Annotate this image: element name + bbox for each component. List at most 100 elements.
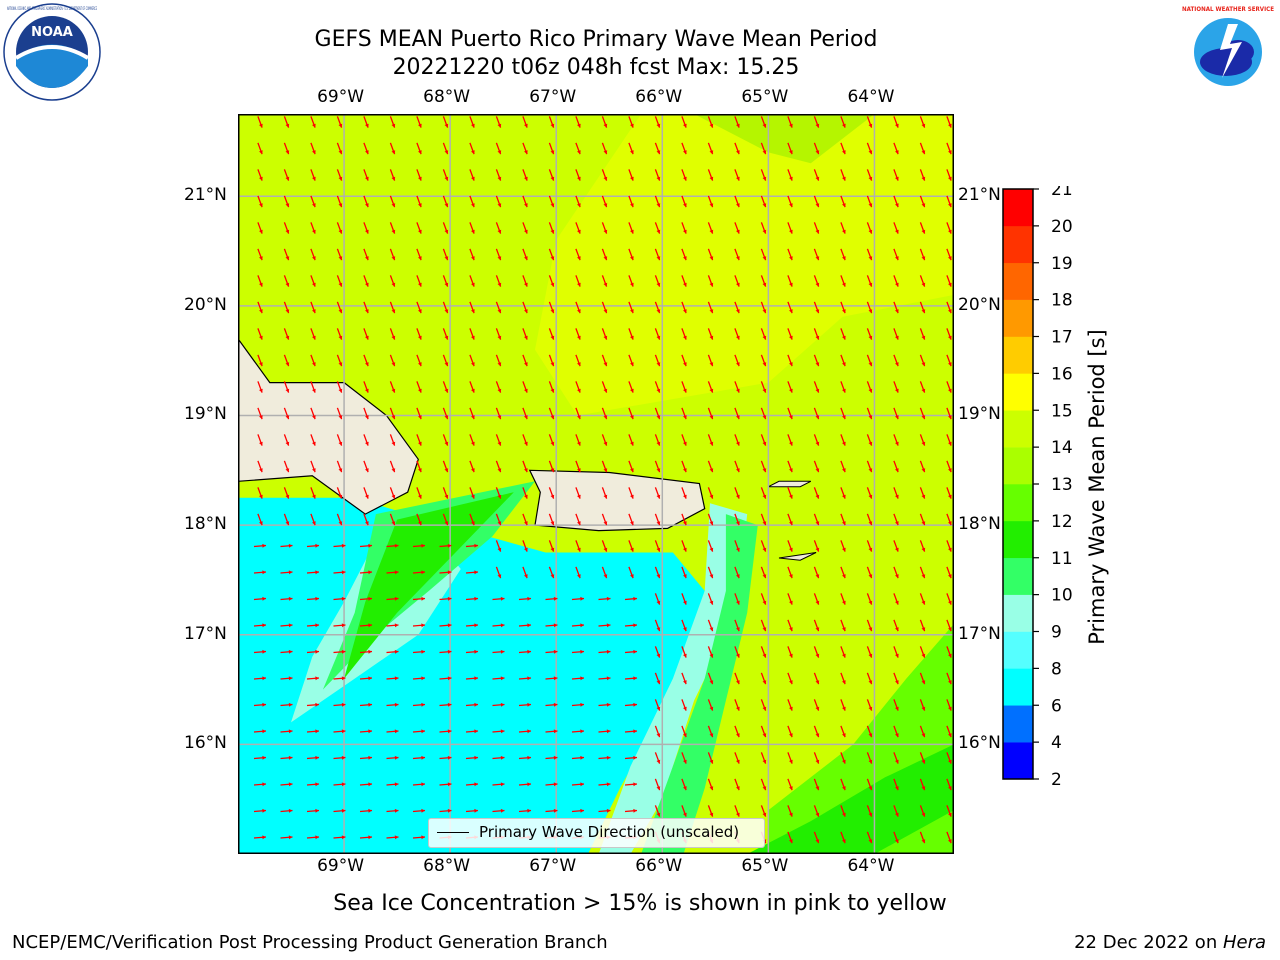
wave-arrow-head xyxy=(527,755,531,760)
wave-arrow-head xyxy=(418,494,422,499)
wave-arrow-head xyxy=(315,782,319,787)
colorbar-segment xyxy=(1003,447,1033,485)
wave-arrow-head xyxy=(553,649,558,654)
wave-arrow-head xyxy=(500,623,505,628)
wave-arrow-head xyxy=(630,547,634,552)
wave-arrow-head xyxy=(921,176,926,181)
wave-arrow-head xyxy=(709,229,714,234)
wave-arrow-head xyxy=(368,676,372,681)
wave-arrow-head xyxy=(868,441,873,446)
wave-arrow-head xyxy=(603,203,608,208)
wave-arrow-head xyxy=(365,282,369,287)
wave-arrow-head xyxy=(895,733,899,738)
lon-label-top-0: 69°W xyxy=(317,87,365,107)
wave-arrow-head xyxy=(312,123,316,128)
wave-arrow-head xyxy=(497,176,502,181)
wave-arrow-head xyxy=(656,468,661,473)
wave-arrow-head xyxy=(948,759,952,764)
wave-arrow-head xyxy=(500,702,505,707)
wave-arrow-head xyxy=(815,733,820,738)
wave-arrow-head xyxy=(842,282,846,287)
wave-arrow-head xyxy=(550,388,555,393)
wave-arrow-head xyxy=(471,362,475,367)
wave-arrow-head xyxy=(603,574,608,579)
wave-arrow-head xyxy=(709,362,714,367)
wave-arrow-head xyxy=(603,441,608,446)
wave-arrow-head xyxy=(259,309,263,314)
wave-arrow-head xyxy=(259,415,263,420)
wave-arrow-head xyxy=(447,623,452,628)
wave-arrow-head xyxy=(285,388,290,393)
wave-arrow-head xyxy=(365,521,369,526)
wave-arrow-head xyxy=(368,729,372,734)
wave-arrow-head xyxy=(394,676,399,681)
wave-arrow-head xyxy=(447,782,452,787)
noaa-ring-text: NATIONAL OCEANIC AND ATMOSPHERIC ADMINIS… xyxy=(7,6,97,12)
wave-arrow-head xyxy=(285,415,290,420)
wave-arrow-head xyxy=(948,468,952,473)
wave-arrow-head xyxy=(603,468,608,473)
wave-arrow-head xyxy=(606,623,611,628)
wave-arrow-head xyxy=(524,256,528,261)
wave-arrow-head xyxy=(656,309,661,314)
wave-arrow-head xyxy=(606,596,611,601)
wave-arrow-head xyxy=(948,335,952,340)
wave-arrow-head xyxy=(603,494,608,499)
wave-arrow-head xyxy=(948,229,952,234)
wave-arrow-head xyxy=(338,441,343,446)
wave-arrow-head xyxy=(921,653,926,658)
wave-arrow-head xyxy=(580,596,584,601)
wave-arrow-head xyxy=(815,123,820,128)
wave-arrow-head xyxy=(524,547,528,552)
wave-arrow-head xyxy=(315,702,319,707)
wave-arrow-head xyxy=(421,596,425,601)
wave-arrow-head xyxy=(312,362,316,367)
wave-arrow-head xyxy=(630,388,634,393)
wave-arrow-head xyxy=(736,494,740,499)
wave-period-map xyxy=(238,114,954,854)
wave-arrow-head xyxy=(550,362,555,367)
wave-arrow-head xyxy=(550,176,555,181)
wave-arrow-head xyxy=(633,755,637,760)
wave-arrow-head xyxy=(789,812,793,817)
footer-date-text: 22 Dec 2022 on xyxy=(1074,932,1223,953)
lon-label-top-4: 65°W xyxy=(741,87,789,107)
wave-arrow-head xyxy=(895,468,899,473)
wave-arrow-head xyxy=(842,547,846,552)
wave-arrow-head xyxy=(709,759,714,764)
sea-ice-caption: Sea Ice Concentration > 15% is shown in … xyxy=(333,891,947,916)
field-11s-band-west xyxy=(344,492,514,679)
wave-arrow-head xyxy=(421,729,425,734)
wave-arrow-head xyxy=(580,729,584,734)
wave-arrow-head xyxy=(394,755,399,760)
wave-arrow-head xyxy=(312,282,316,287)
colorbar-segment xyxy=(1003,484,1033,522)
wave-arrow-head xyxy=(630,468,634,473)
wave-arrow-head xyxy=(550,123,555,128)
wave-arrow-head xyxy=(285,309,290,314)
wave-arrow-head xyxy=(603,362,608,367)
wave-arrow-head xyxy=(474,729,478,734)
wave-arrow-head xyxy=(444,468,449,473)
wave-arrow-head xyxy=(577,256,581,261)
wave-arrow-head xyxy=(524,362,528,367)
colorbar-tick-label: 17 xyxy=(1051,328,1073,348)
wave-arrow-head xyxy=(418,309,422,314)
wave-arrow-head xyxy=(474,649,478,654)
wave-arrow-head xyxy=(447,676,452,681)
wave-arrow-head xyxy=(421,782,425,787)
field-10s-band-west xyxy=(322,481,535,690)
lat-label-right-4: 17°N xyxy=(958,623,1001,644)
wave-arrow-head xyxy=(895,600,899,605)
wave-arrow-head xyxy=(550,282,555,287)
wave-arrow-head xyxy=(762,203,767,208)
wave-arrow-head xyxy=(315,835,319,840)
wave-arrow-head xyxy=(948,521,952,526)
wave-arrow-head xyxy=(338,335,343,340)
wave-arrow-head xyxy=(471,256,475,261)
wave-arrow-head xyxy=(288,808,293,813)
wave-arrow-head xyxy=(315,676,319,681)
wave-arrow-head xyxy=(789,256,793,261)
wave-arrow-head xyxy=(789,733,793,738)
wave-arrow-head xyxy=(921,494,926,499)
